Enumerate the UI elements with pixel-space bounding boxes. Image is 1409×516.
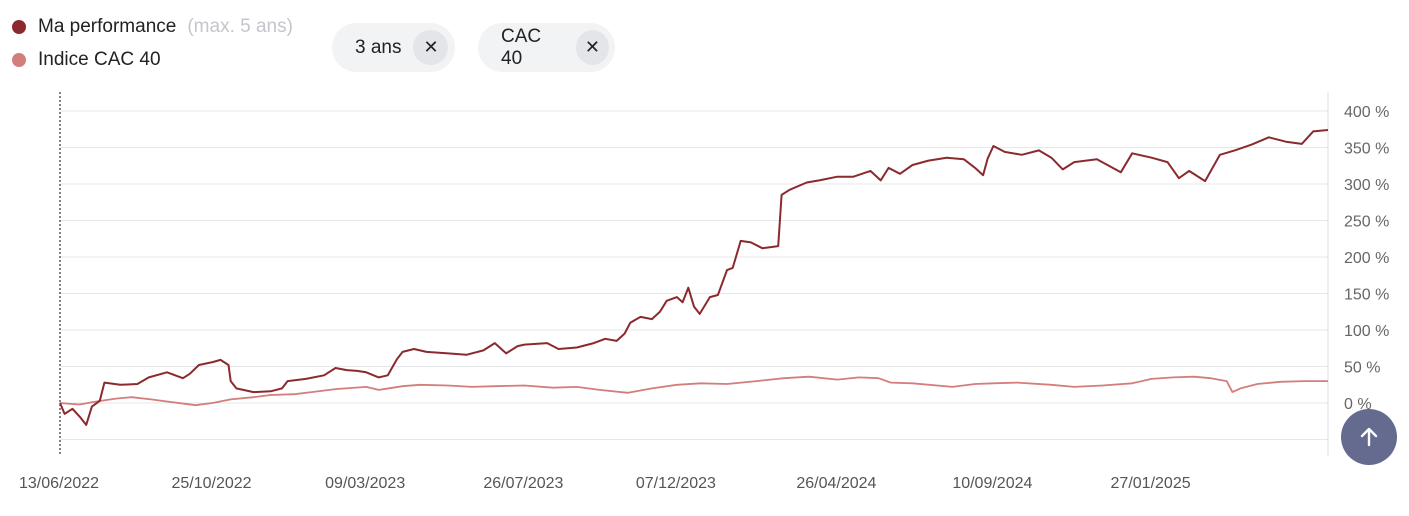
chart-series [59,129,1329,426]
chart-grid [59,92,1329,456]
x-tick-label: 25/10/2022 [171,475,251,492]
y-tick-label: 200 % [1344,250,1389,267]
arrow-up-icon [1360,427,1378,447]
x-tick-label: 07/12/2023 [636,475,716,492]
y-tick-label: 250 % [1344,214,1389,231]
legend-dot-cac40 [12,52,26,67]
filter-chip-index-label: CAC 40 [501,25,542,69]
y-tick-label: 150 % [1344,287,1389,304]
y-axis: 0 % 50 % 100 % 150 % 200 % 250 % 300 % 350 % 400… [1344,104,1389,413]
close-icon[interactable]: ✕ [575,30,609,65]
filter-chip-period-label: 3 ans [355,36,402,58]
x-tick-label: 09/03/2023 [325,475,405,492]
legend-item-performance: Ma performance (max. 5 ans) [12,10,293,43]
legend-label-performance: Ma performance [38,15,177,37]
close-icon[interactable]: ✕ [413,30,449,65]
filter-chip-period[interactable]: 3 ans ✕ [332,23,455,72]
y-tick-label: 0 % [1344,396,1372,413]
x-tick-label: 26/04/2024 [796,475,876,492]
legend-dot-performance [12,19,26,34]
y-tick-label: 350 % [1344,141,1389,158]
x-tick-label: 27/01/2025 [1111,475,1191,492]
chart-legend: Ma performance (max. 5 ans) Indice CAC 4… [12,10,293,76]
legend-label-cac40: Indice CAC 40 [38,48,161,70]
legend-item-cac40: Indice CAC 40 [12,43,293,76]
x-tick-label: 10/09/2024 [952,475,1032,492]
series-line-cac40 [59,375,1328,407]
y-tick-label: 400 % [1344,104,1389,121]
x-tick-label: 26/07/2023 [483,475,563,492]
y-tick-label: 100 % [1344,323,1389,340]
scroll-to-top-button[interactable] [1341,409,1397,465]
y-tick-label: 50 % [1344,360,1380,377]
series-line-performance [59,129,1329,426]
filter-chip-index[interactable]: CAC 40 ✕ [478,23,615,72]
y-tick-label: 300 % [1344,177,1389,194]
x-axis: 13/06/2022 25/10/2022 09/03/2023 26/07/2023… [19,475,1191,492]
legend-note-performance: (max. 5 ans) [187,15,293,37]
x-tick-label: 13/06/2022 [19,475,99,492]
